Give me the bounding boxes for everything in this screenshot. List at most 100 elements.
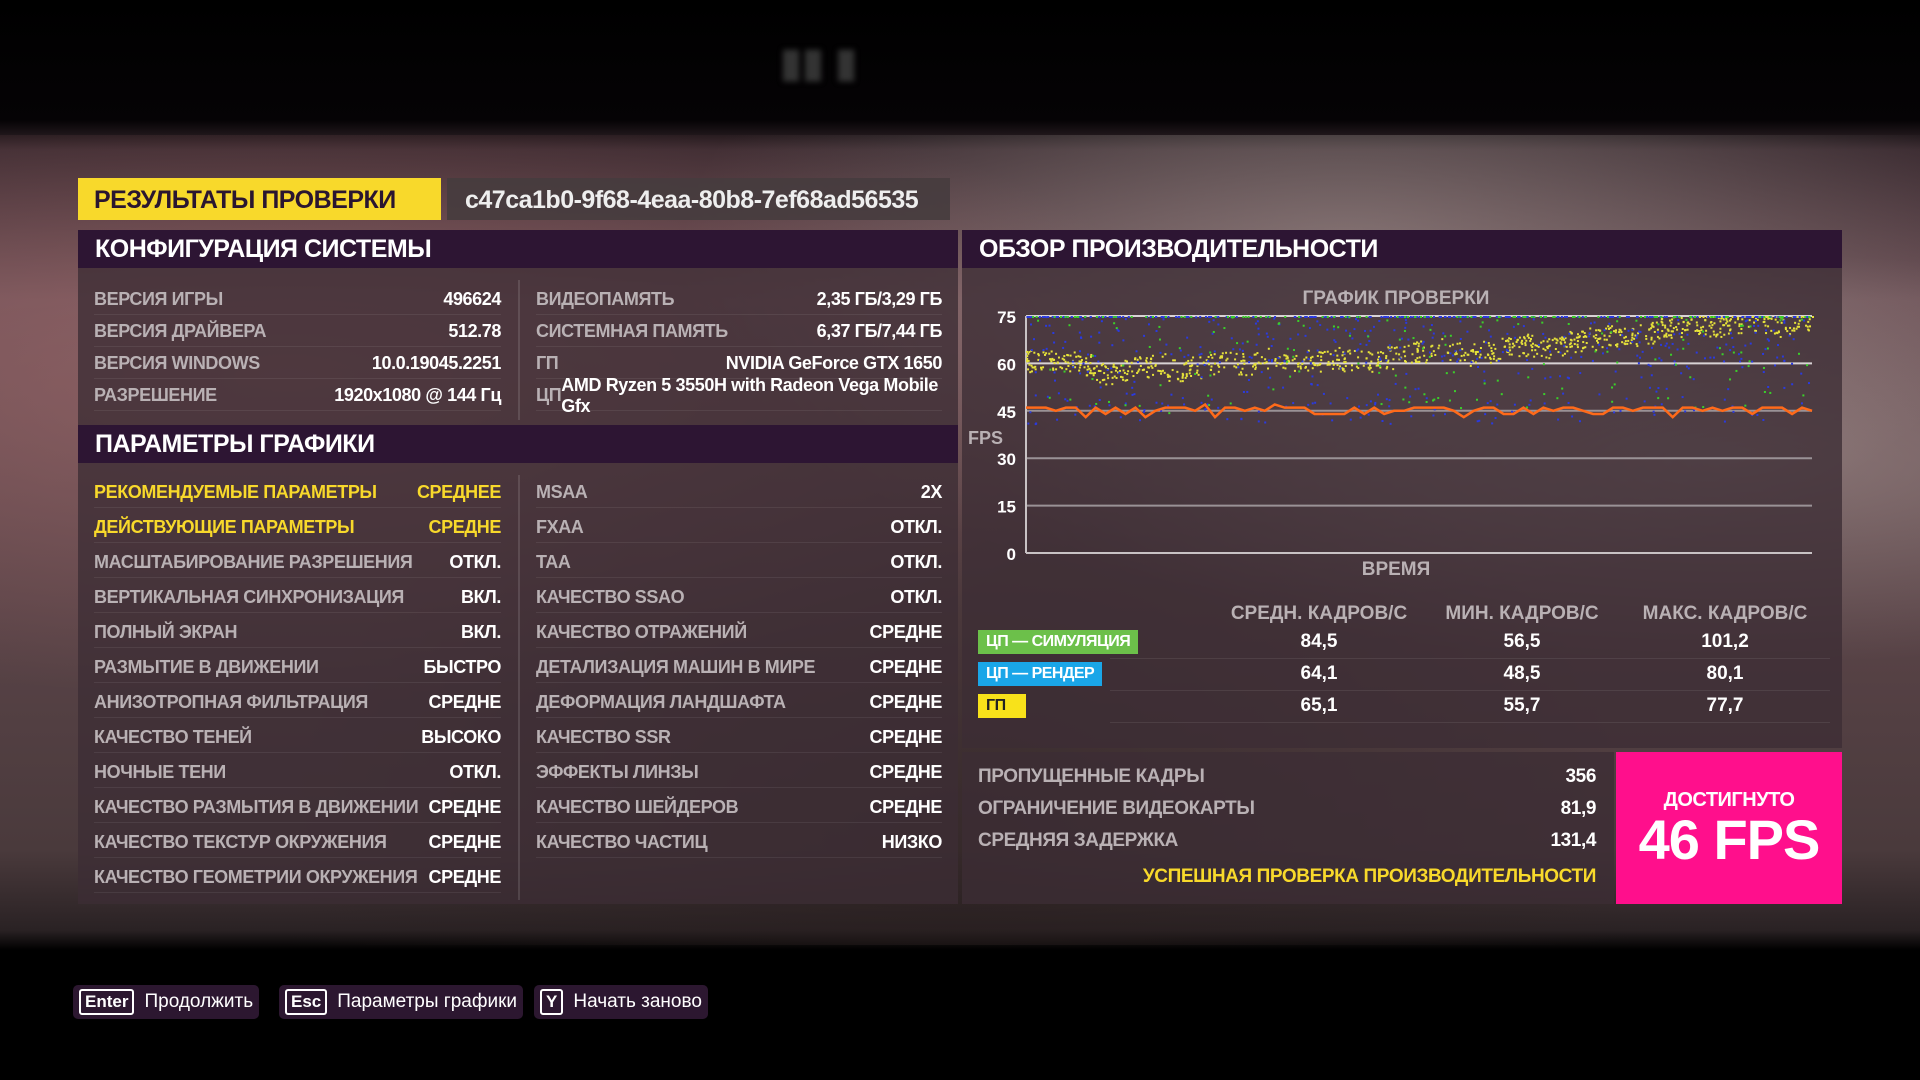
gpu-frame-point (1696, 324, 1699, 327)
gpu-frame-point (1524, 344, 1527, 347)
cpu-render-frame-point (1389, 422, 1392, 425)
cpu-render-frame-point (1489, 335, 1492, 338)
cpu-render-frame-point (1727, 388, 1730, 391)
cpu-render-frame-point (1330, 316, 1333, 318)
system-info-row: ВИДЕОПАМЯТЬ 2,35 ГБ/3,29 ГБ (536, 285, 942, 315)
gpu-frame-point (1570, 339, 1573, 342)
cpu-sim-frame-point (1158, 325, 1161, 328)
y-tick-label: 60 (997, 355, 1016, 374)
cpu-render-frame-point (1443, 354, 1446, 357)
gpu-frame-point (1425, 361, 1428, 364)
cpu-sim-frame-point (1194, 372, 1197, 375)
gpu-frame-point (1712, 330, 1715, 333)
cpu-sim-frame-point (1539, 316, 1542, 318)
gpu-frame-point (1112, 365, 1115, 368)
cpu-render-frame-point (1476, 420, 1479, 423)
gpu-frame-point (1415, 360, 1418, 363)
fps-line (1026, 402, 1813, 419)
gpu-frame-point (1651, 325, 1654, 328)
gpu-frame-point (1143, 368, 1146, 371)
key-hint-icon: Esc (285, 989, 328, 1015)
achieved-label: ДОСТИГНУТО (1663, 789, 1795, 811)
gpu-frame-point (1254, 364, 1257, 367)
cpu-render-frame-point (1357, 319, 1360, 322)
cpu-render-frame-point (1343, 352, 1346, 355)
cpu-render-frame-point (1341, 316, 1344, 318)
cpu-render-frame-point (1591, 359, 1594, 362)
cpu-render-frame-point (1772, 329, 1775, 332)
cpu-render-frame-point (1109, 316, 1112, 318)
divider (1110, 658, 1830, 659)
gpu-frame-point (1694, 330, 1697, 333)
gpu-frame-point (1623, 336, 1626, 339)
stat-label: ОГРАНИЧЕНИЕ ВИДЕОКАРТЫ (978, 798, 1255, 819)
gpu-frame-point (1650, 323, 1653, 326)
footer-button-y[interactable]: Y Начать заново (534, 985, 708, 1019)
cpu-render-frame-point (1470, 361, 1473, 364)
gpu-frame-point (1331, 360, 1334, 363)
cpu-render-frame-point (1764, 329, 1767, 332)
cpu-sim-frame-point (1611, 400, 1614, 403)
gpu-frame-point (1370, 360, 1373, 363)
gpu-frame-point (1667, 334, 1670, 337)
y-tick-label: 0 (1007, 545, 1016, 564)
cpu-render-frame-point (1452, 316, 1455, 318)
cpu-sim-frame-point (1718, 347, 1721, 350)
cpu-render-frame-point (1089, 316, 1092, 318)
cpu-render-frame-point (1187, 354, 1190, 357)
cpu-render-frame-point (1484, 316, 1487, 318)
gpu-frame-point (1115, 376, 1118, 379)
gpu-frame-point (1196, 369, 1199, 372)
cpu-sim-frame-point (1168, 412, 1171, 415)
gpu-frame-point (1556, 339, 1559, 342)
gpu-frame-point (1546, 347, 1549, 350)
gpu-frame-point (1089, 361, 1092, 364)
system-info-row: СИСТЕМНАЯ ПАМЯТЬ 6,37 ГБ/7,44 ГБ (536, 317, 942, 347)
gpu-frame-point (1664, 324, 1667, 327)
setting-label: АНИЗОТРОПНАЯ ФИЛЬТРАЦИЯ (94, 692, 368, 712)
gpu-frame-point (1665, 332, 1668, 335)
cpu-sim-frame-point (1552, 316, 1555, 318)
cpu-render-frame-point (1687, 342, 1690, 345)
gpu-frame-point (1592, 335, 1595, 338)
gpu-frame-point (1449, 345, 1452, 348)
cpu-sim-frame-point (1525, 406, 1528, 409)
cpu-sim-frame-point (1059, 316, 1062, 318)
gpu-frame-point (1161, 369, 1164, 372)
cpu-sim-frame-point (1183, 316, 1186, 318)
gpu-frame-point (1605, 327, 1608, 330)
cpu-render-frame-point (1400, 337, 1403, 340)
setting-label: РАЗМЫТИЕ В ДВИЖЕНИИ (94, 657, 319, 677)
cpu-render-frame-point (1170, 353, 1173, 356)
gpu-frame-point (1191, 364, 1194, 367)
gpu-frame-point (1777, 331, 1780, 334)
footer-button-enter[interactable]: Enter Продолжить (73, 985, 260, 1019)
cpu-sim-frame-point (1544, 316, 1547, 318)
cpu-sim-frame-point (1616, 361, 1619, 364)
setting-value: СРЕДНЕЕ (416, 482, 501, 502)
legend-tag: ГП (978, 694, 1026, 718)
cpu-render-frame-point (1402, 316, 1405, 318)
setting-label: ВЕРСИЯ WINDOWS (94, 353, 260, 373)
gpu-frame-point (1728, 324, 1731, 327)
footer-button-esc[interactable]: Esc Параметры графики (279, 985, 524, 1019)
gpu-frame-point (1719, 331, 1722, 334)
cpu-render-frame-point (1410, 415, 1413, 418)
cpu-render-frame-point (1087, 353, 1090, 356)
cpu-render-frame-point (1388, 405, 1391, 408)
cpu-render-frame-point (1418, 316, 1421, 318)
gpu-frame-point (1515, 341, 1518, 344)
gpu-frame-point (1169, 375, 1172, 378)
graphics-setting-row: АНИЗОТРОПНАЯ ФИЛЬТРАЦИЯ СРЕДНЕ (94, 688, 501, 718)
gpu-frame-point (1386, 365, 1389, 368)
cpu-sim-frame-point (1749, 325, 1752, 328)
cpu-render-frame-point (1454, 350, 1457, 353)
gpu-frame-point (1471, 360, 1474, 363)
gpu-frame-point (1103, 372, 1106, 375)
cpu-render-frame-point (1311, 375, 1314, 378)
cpu-sim-frame-point (1512, 316, 1515, 318)
cpu-sim-frame-point (1448, 399, 1451, 402)
cpu-render-frame-point (1760, 316, 1763, 318)
gpu-frame-point (1267, 367, 1270, 370)
cpu-sim-frame-point (1242, 316, 1245, 318)
